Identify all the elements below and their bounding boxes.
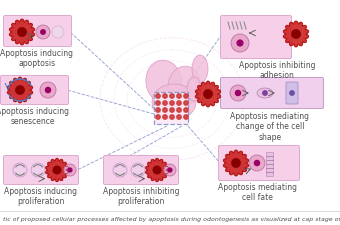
Circle shape <box>153 166 161 174</box>
Text: Apoptosis mediating
change of the cell
shape: Apoptosis mediating change of the cell s… <box>231 112 309 141</box>
Circle shape <box>204 90 212 99</box>
FancyBboxPatch shape <box>154 93 188 124</box>
Circle shape <box>156 108 160 113</box>
Circle shape <box>235 91 241 96</box>
Ellipse shape <box>192 56 208 84</box>
Text: Apoptosis inducing
senescence: Apoptosis inducing senescence <box>0 106 69 126</box>
Circle shape <box>163 101 167 106</box>
Circle shape <box>18 29 26 37</box>
Circle shape <box>263 91 267 96</box>
Circle shape <box>156 94 160 99</box>
Polygon shape <box>7 78 33 103</box>
Circle shape <box>292 31 300 39</box>
Polygon shape <box>195 82 221 107</box>
Circle shape <box>64 164 76 176</box>
FancyBboxPatch shape <box>3 156 79 185</box>
FancyBboxPatch shape <box>219 146 300 181</box>
Circle shape <box>254 161 259 166</box>
Polygon shape <box>46 159 68 182</box>
Circle shape <box>177 94 181 99</box>
Circle shape <box>113 163 127 177</box>
Circle shape <box>46 88 51 93</box>
Circle shape <box>290 91 294 96</box>
Text: tic of proposed cellular processes affected by apoptosis during odontogenesis as: tic of proposed cellular processes affec… <box>3 216 340 222</box>
Text: Apoptosis mediating
cell fate: Apoptosis mediating cell fate <box>218 182 296 202</box>
FancyBboxPatch shape <box>103 156 178 185</box>
Circle shape <box>13 163 27 177</box>
FancyBboxPatch shape <box>221 16 291 59</box>
Circle shape <box>170 115 174 120</box>
Circle shape <box>163 94 167 99</box>
Circle shape <box>184 94 188 99</box>
Circle shape <box>36 26 50 40</box>
Circle shape <box>31 163 45 177</box>
Ellipse shape <box>152 85 196 120</box>
Circle shape <box>170 94 174 99</box>
Circle shape <box>52 27 64 39</box>
Circle shape <box>16 86 24 95</box>
Circle shape <box>249 155 265 171</box>
Text: Apoptosis inhibiting
adhesion: Apoptosis inhibiting adhesion <box>239 61 315 80</box>
Ellipse shape <box>146 61 182 104</box>
Circle shape <box>164 164 176 176</box>
Circle shape <box>163 115 167 120</box>
Ellipse shape <box>257 89 273 99</box>
Circle shape <box>163 108 167 113</box>
Circle shape <box>184 101 188 106</box>
Circle shape <box>131 163 145 177</box>
Circle shape <box>40 83 56 99</box>
Circle shape <box>184 115 188 120</box>
Text: Apoptosis inhibiting
proliferation: Apoptosis inhibiting proliferation <box>103 186 179 205</box>
Circle shape <box>41 31 45 35</box>
Circle shape <box>168 168 172 172</box>
Circle shape <box>184 108 188 113</box>
FancyBboxPatch shape <box>221 78 323 109</box>
Circle shape <box>231 35 249 53</box>
FancyBboxPatch shape <box>286 83 298 105</box>
Polygon shape <box>10 20 34 46</box>
Ellipse shape <box>168 67 200 106</box>
Polygon shape <box>146 159 168 182</box>
Text: Apoptosis inducing
proliferation: Apoptosis inducing proliferation <box>4 186 78 205</box>
Circle shape <box>177 108 181 113</box>
Circle shape <box>53 166 61 174</box>
Circle shape <box>170 101 174 106</box>
Text: Apoptosis inducing
apoptosis: Apoptosis inducing apoptosis <box>0 49 73 68</box>
Polygon shape <box>284 22 308 47</box>
Circle shape <box>230 86 246 101</box>
Circle shape <box>68 168 72 172</box>
FancyBboxPatch shape <box>266 152 273 176</box>
Ellipse shape <box>187 78 201 101</box>
FancyBboxPatch shape <box>0 76 68 105</box>
Circle shape <box>170 108 174 113</box>
FancyBboxPatch shape <box>3 16 71 47</box>
Circle shape <box>177 115 181 120</box>
Polygon shape <box>223 151 249 176</box>
Circle shape <box>156 101 160 106</box>
Circle shape <box>237 41 243 47</box>
Circle shape <box>232 159 240 167</box>
Circle shape <box>177 101 181 106</box>
Circle shape <box>156 115 160 120</box>
